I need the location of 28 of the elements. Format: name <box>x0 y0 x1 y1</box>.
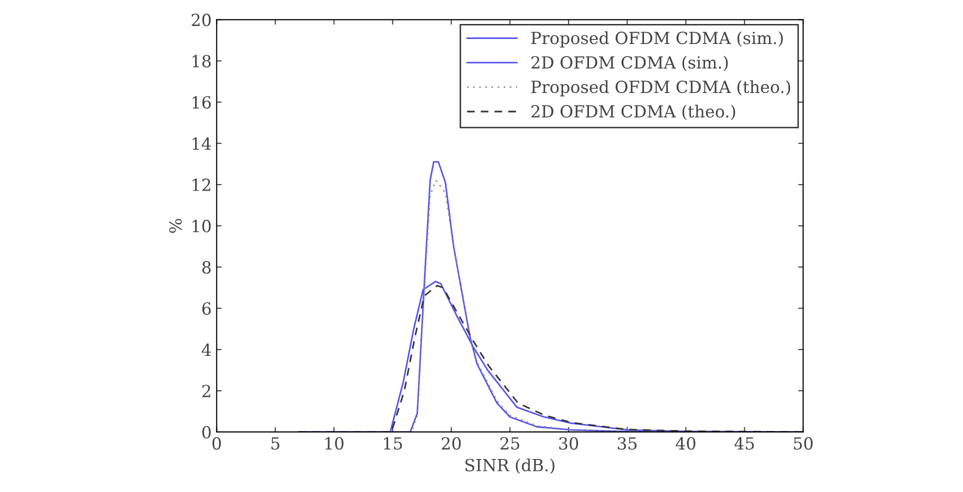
legend-label: 2D OFDM CDMA (sim.) <box>532 56 728 72</box>
x-tick-label: 40 <box>676 437 696 450</box>
x-tick-label: 50 <box>794 437 813 450</box>
y-tick-label: 10 <box>192 220 211 232</box>
x-tick-label: 35 <box>618 437 637 450</box>
legend-label: 2D OFDM CDMA (theo.) <box>532 104 736 120</box>
y-tick-label: 12 <box>192 178 210 191</box>
x-tick-label: 45 <box>734 437 754 450</box>
x-tick-label: 10 <box>325 437 344 450</box>
legend-label: Proposed OFDM CDMA (sim.) <box>531 31 783 48</box>
x-tick-label: 5 <box>271 437 280 450</box>
legend-label: Proposed OFDM CDMA (theo.) <box>531 80 790 96</box>
y-tick-label: 16 <box>192 96 211 109</box>
x-tick-label: 0 <box>212 437 221 450</box>
y-axis-title: % <box>169 218 182 233</box>
y-tick-label: 6 <box>202 302 211 315</box>
x-tick-label: 20 <box>442 437 461 450</box>
y-tick-label: 20 <box>192 14 211 26</box>
x-axis-title: SINR (dB.) <box>465 458 554 474</box>
y-tick-label: 0 <box>202 426 211 439</box>
x-tick-label: 15 <box>384 437 402 450</box>
x-tick-label: 25 <box>500 437 520 450</box>
y-tick-label: 8 <box>202 261 211 274</box>
y-tick-label: 14 <box>192 137 211 150</box>
y-tick-label: 4 <box>202 343 211 356</box>
y-tick-label: 2 <box>202 384 210 398</box>
y-tick-label: 18 <box>192 54 211 68</box>
x-tick-label: 30 <box>559 437 578 450</box>
